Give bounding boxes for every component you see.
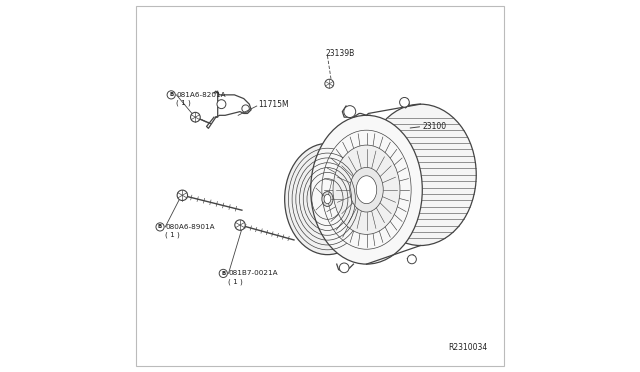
Text: R2310034: R2310034 xyxy=(448,343,488,352)
Ellipse shape xyxy=(333,145,400,234)
Ellipse shape xyxy=(356,176,377,204)
Circle shape xyxy=(217,100,226,109)
Ellipse shape xyxy=(324,195,331,204)
Text: ( 1 ): ( 1 ) xyxy=(177,100,191,106)
Circle shape xyxy=(219,269,227,278)
Text: 081A6-8201A: 081A6-8201A xyxy=(177,92,226,98)
Text: 23139B: 23139B xyxy=(326,49,355,58)
Ellipse shape xyxy=(285,144,370,255)
Circle shape xyxy=(339,263,349,273)
Circle shape xyxy=(399,97,410,107)
Text: 081B7-0021A: 081B7-0021A xyxy=(228,270,278,276)
Circle shape xyxy=(167,91,175,99)
Text: ( 1 ): ( 1 ) xyxy=(228,278,243,285)
Text: B: B xyxy=(221,271,225,276)
Circle shape xyxy=(344,106,356,118)
Ellipse shape xyxy=(310,115,422,264)
Circle shape xyxy=(191,112,200,122)
Text: B: B xyxy=(158,224,162,230)
Circle shape xyxy=(325,79,334,88)
Text: 11715M: 11715M xyxy=(259,100,289,109)
Circle shape xyxy=(408,255,417,264)
Ellipse shape xyxy=(322,192,333,206)
Text: 23100: 23100 xyxy=(422,122,447,131)
Ellipse shape xyxy=(322,130,411,249)
Circle shape xyxy=(242,105,250,112)
Text: 080A6-8901A: 080A6-8901A xyxy=(165,224,215,230)
Circle shape xyxy=(156,223,164,231)
Text: B: B xyxy=(169,92,173,97)
Text: ( 1 ): ( 1 ) xyxy=(165,232,180,238)
Ellipse shape xyxy=(349,167,383,212)
Ellipse shape xyxy=(365,104,476,246)
Circle shape xyxy=(235,220,245,230)
Circle shape xyxy=(177,190,188,201)
